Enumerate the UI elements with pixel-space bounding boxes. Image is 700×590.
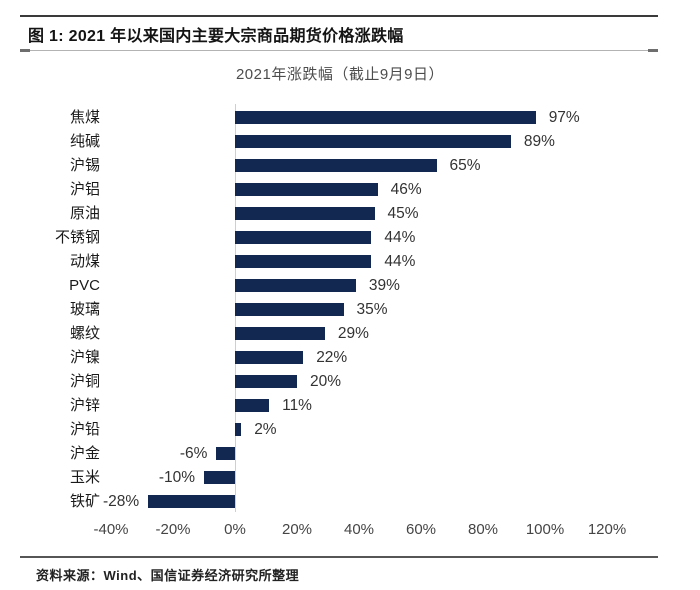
value-label: 44% xyxy=(384,228,416,246)
bar xyxy=(235,423,242,436)
bar xyxy=(148,495,235,508)
value-label: -28% xyxy=(103,492,140,510)
value-label: 89% xyxy=(523,132,555,150)
category-label: 螺纹 xyxy=(69,324,100,342)
value-label: -6% xyxy=(179,444,208,462)
figure-caption: 图 1: 2021 年以来国内主要大宗商品期货价格涨跌幅 xyxy=(28,28,404,45)
category-label: 原油 xyxy=(69,204,100,222)
bar-row: 玉米 -10% xyxy=(0,466,700,490)
bar xyxy=(235,183,378,196)
category-label: 玉米 xyxy=(69,468,100,486)
category-label: 玻璃 xyxy=(69,300,100,318)
category-label: 沪锌 xyxy=(69,396,100,414)
category-label: 动煤 xyxy=(69,252,100,270)
bar xyxy=(235,135,511,148)
bar xyxy=(235,399,270,412)
bar-row: 原油 45% xyxy=(0,202,700,226)
x-tick-label: 20% xyxy=(281,521,313,538)
x-tick-label: 80% xyxy=(467,521,499,538)
value-label: 65% xyxy=(449,156,481,174)
category-label: 铁矿 xyxy=(69,492,100,510)
bar-row: 沪铝 46% xyxy=(0,178,700,202)
category-label: 沪锡 xyxy=(69,156,100,174)
category-label: 不锈钢 xyxy=(54,228,100,246)
bar xyxy=(235,279,356,292)
category-label: 纯碱 xyxy=(69,132,100,150)
bar-row: 沪锡 65% xyxy=(0,154,700,178)
bar-row: 铁矿 -28% xyxy=(0,490,700,514)
divider-endcap-left xyxy=(20,49,30,52)
bar xyxy=(235,111,536,124)
bar-row: 纯碱 89% xyxy=(0,130,700,154)
x-tick-label: 0% xyxy=(224,521,246,538)
footer-rule xyxy=(20,556,658,558)
x-tick-label: 40% xyxy=(343,521,375,538)
x-tick-label: -20% xyxy=(155,521,191,538)
bar-row: 焦煤 97% xyxy=(0,106,700,130)
category-label: 沪金 xyxy=(69,444,100,462)
x-tick-label: 100% xyxy=(525,521,565,538)
x-tick-label: 60% xyxy=(405,521,437,538)
category-label: 沪铅 xyxy=(69,420,100,438)
category-label: 沪铝 xyxy=(69,180,100,198)
bar-row: 沪金 -6% xyxy=(0,442,700,466)
caption-divider xyxy=(20,49,658,52)
bar xyxy=(204,471,235,484)
value-label: 45% xyxy=(387,204,419,222)
value-label: 35% xyxy=(356,300,388,318)
value-label: 46% xyxy=(390,180,422,198)
bar xyxy=(235,303,344,316)
value-label: 29% xyxy=(337,324,369,342)
value-label: 11% xyxy=(282,396,312,414)
value-label: 44% xyxy=(384,252,416,270)
category-label: 焦煤 xyxy=(69,108,100,126)
value-label: 20% xyxy=(310,372,342,390)
bar-row: 沪铅 2% xyxy=(0,418,700,442)
bar xyxy=(235,207,375,220)
bar xyxy=(235,375,297,388)
x-tick-label: -40% xyxy=(93,521,129,538)
bar xyxy=(235,255,372,268)
bar-row: PVC 39% xyxy=(0,274,700,298)
bar xyxy=(235,351,304,364)
bar-row: 动煤 44% xyxy=(0,250,700,274)
value-label: 22% xyxy=(316,348,348,366)
bar-row: 螺纹 29% xyxy=(0,322,700,346)
value-label: 2% xyxy=(254,420,277,438)
x-tick-label: 120% xyxy=(587,521,627,538)
bar-row: 沪锌 11% xyxy=(0,394,700,418)
category-label: 沪镍 xyxy=(69,348,100,366)
value-label: 39% xyxy=(368,276,400,294)
data-source-note: 资料来源：Wind、国信证券经济研究所整理 xyxy=(36,568,300,583)
bar xyxy=(235,231,372,244)
category-label: 沪铜 xyxy=(69,372,100,390)
chart-title: 2021年涨跌幅（截止9月9日） xyxy=(235,66,445,83)
bar-row: 沪镍 22% xyxy=(0,346,700,370)
bar-row: 沪铜 20% xyxy=(0,370,700,394)
bar xyxy=(235,327,325,340)
category-label: PVC xyxy=(69,276,100,294)
value-label: -10% xyxy=(158,468,195,486)
bar-row: 玻璃 35% xyxy=(0,298,700,322)
top-rule xyxy=(20,15,658,17)
value-label: 97% xyxy=(548,108,580,126)
bar-row: 不锈钢 44% xyxy=(0,226,700,250)
bar xyxy=(235,159,437,172)
bar xyxy=(216,447,235,460)
divider-endcap-right xyxy=(648,49,658,52)
